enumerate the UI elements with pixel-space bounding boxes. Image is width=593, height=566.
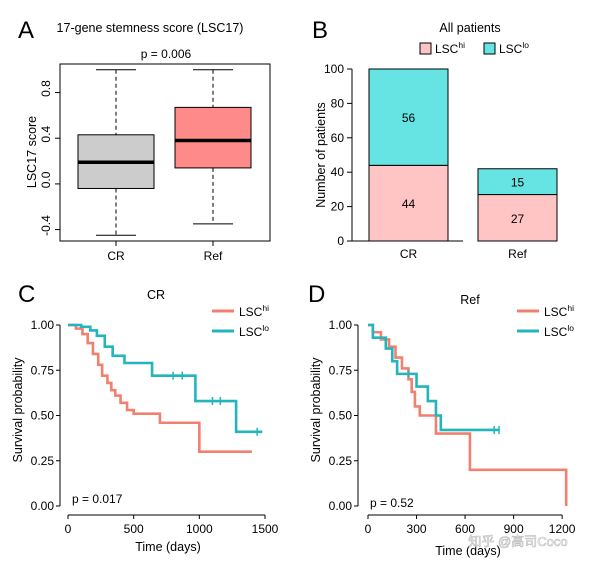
panel-c-legend-label-lo: LSClo — [239, 323, 269, 339]
panel-c-legend-label-hi-sup: hi — [262, 303, 269, 313]
panel-d-curve-hi — [368, 323, 568, 506]
panel-d-x-tick-label: 0 — [365, 522, 372, 536]
panel-b-legend-label-hi-sup: hi — [458, 40, 465, 50]
panel-b-legend-swatch-lo — [483, 42, 496, 55]
panel-d-y-tick-label: 0.75 — [329, 363, 353, 377]
panel-a-y-label: LSC17 score — [25, 116, 39, 188]
panel-d-y-tick-label: 0.25 — [329, 454, 353, 468]
panel-c-legend-label-lo-sup: lo — [262, 323, 269, 333]
panel-a-x-tick-label: CR — [107, 249, 125, 263]
panel-d-x-tick-label: 300 — [407, 522, 427, 536]
panel-a-y-axis: -0.4 0.0 0.4 0.8 — [39, 80, 61, 236]
panel-c-y-tick-label: 1.00 — [31, 318, 55, 332]
panel-c-axes: 0.00 0.25 0.50 0.75 1.00 0 500 1000 1500 — [31, 318, 279, 536]
panel-b-y-tick-label: 60 — [331, 131, 345, 145]
panel-letter-d: D — [308, 281, 325, 308]
panel-b-legend-label-lo-sup: lo — [522, 40, 529, 50]
panel-d-y-tick-label: 0.50 — [329, 409, 353, 423]
panel-b-legend-label-hi: LSChi — [435, 40, 465, 56]
panel-a-x-tick-label: Ref — [204, 249, 223, 263]
panel-b-y-tick-label: 100 — [324, 62, 344, 76]
watermark: 知乎 @高司Coco — [468, 534, 567, 549]
panel-d-curves — [368, 323, 568, 506]
panel-c-x-tick-label: 0 — [65, 522, 72, 536]
panel-d-y-label: Survival probability — [309, 357, 323, 463]
panel-d-legend-label-lo: LSClo — [544, 323, 574, 339]
panel-a-y-tick-label: 0.8 — [39, 80, 53, 97]
panel-letter-c: C — [18, 281, 35, 308]
panel-b-legend: LSChi LSClo — [419, 40, 529, 56]
panel-c-x-tick-label: 1000 — [186, 522, 213, 536]
panel-c-curve-hi — [68, 323, 252, 453]
panel-c-curves — [68, 323, 263, 453]
panel-b-bar-value-label: 27 — [511, 212, 525, 226]
panel-c-y-tick-label: 0.75 — [31, 363, 55, 377]
panel-a-title: 17-gene stemness score (LSC17) — [57, 21, 244, 35]
panel-c-title: CR — [147, 288, 165, 302]
panel-letter-b: B — [312, 17, 328, 44]
panel-c-legend-label-hi: LSChi — [239, 303, 269, 319]
panel-b-bar-cr-lo — [368, 68, 449, 166]
panel-a-x-axis: CR Ref — [107, 241, 223, 263]
panel-d-title: Ref — [460, 293, 480, 307]
panel-b-bar-value-label: 44 — [402, 197, 416, 211]
panel-b-bar-ref-hi — [477, 194, 558, 242]
panel-b-title: All patients — [439, 21, 500, 35]
panel-c-x-tick-label: 1500 — [252, 522, 279, 536]
panel-c-y-tick-label: 0.00 — [31, 499, 55, 513]
panel-b-y-label: Number of patients — [314, 102, 328, 208]
panel-b-y-tick-label: 20 — [331, 200, 345, 214]
panel-d-x-tick-label: 900 — [504, 522, 524, 536]
panel-c-y-tick-label: 0.50 — [31, 409, 55, 423]
panel-b-y-tick-label: 40 — [331, 165, 345, 179]
panel-c-curve-lo — [68, 323, 263, 434]
panel-b-bars: 44 56 CR 27 15 Ref — [368, 68, 558, 261]
panel-b-legend-swatch-hi — [419, 42, 432, 55]
panel-b-x-tick-label: CR — [400, 247, 418, 261]
panel-a-y-tick-label: 0.4 — [39, 126, 53, 143]
panel-d-legend-label-hi: LSChi — [544, 303, 574, 319]
panel-c-y-label: Survival probability — [11, 357, 25, 463]
panel-b-legend-label-lo: LSClo — [499, 40, 529, 56]
panel-a-p-value: p = 0.006 — [141, 47, 192, 61]
panel-b-bar-ref-lo — [477, 168, 558, 196]
panel-d-p-value: p = 0.52 — [370, 496, 414, 510]
panel-d-x-label: Time (days) — [435, 544, 501, 558]
panel-a-box-ref-iqr — [174, 106, 252, 169]
panel-d-legend-label-hi-sup: hi — [567, 303, 574, 313]
panel-c-legend: LSChi LSClo — [212, 303, 269, 339]
panel-d-legend-label-lo-sup: lo — [567, 323, 574, 333]
panel-d-y-tick-label: 0.00 — [329, 499, 353, 513]
panel-a-y-tick-label: -0.4 — [39, 215, 53, 236]
panel-a-boxes — [77, 69, 252, 236]
panel-d-curve-lo — [368, 323, 500, 432]
panel-b-y-tick-label: 80 — [331, 96, 345, 110]
panel-c-p-value: p = 0.017 — [72, 492, 123, 506]
panel-d-x-tick-label: 1200 — [549, 522, 576, 536]
panel-c-x-tick-label: 500 — [124, 522, 144, 536]
panel-d-y-tick-label: 1.00 — [329, 318, 353, 332]
panel-letter-a: A — [18, 17, 34, 44]
panel-d-axes: 0.00 0.25 0.50 0.75 1.00 0 300 600 900 1200 — [329, 318, 576, 536]
panel-b-x-tick-label: Ref — [508, 247, 527, 261]
panel-d-legend: LSChi LSClo — [517, 303, 574, 339]
panel-c-y-tick-label: 0.25 — [31, 454, 55, 468]
panel-b-bar-value-label: 56 — [402, 111, 416, 125]
panel-a-y-tick-label: 0.0 — [39, 171, 53, 188]
panel-b-bar-value-label: 15 — [511, 176, 525, 190]
panel-c-x-label: Time (days) — [135, 540, 201, 554]
panel-d-x-tick-label: 600 — [455, 522, 475, 536]
panel-b-y-tick-label: 0 — [337, 234, 344, 248]
